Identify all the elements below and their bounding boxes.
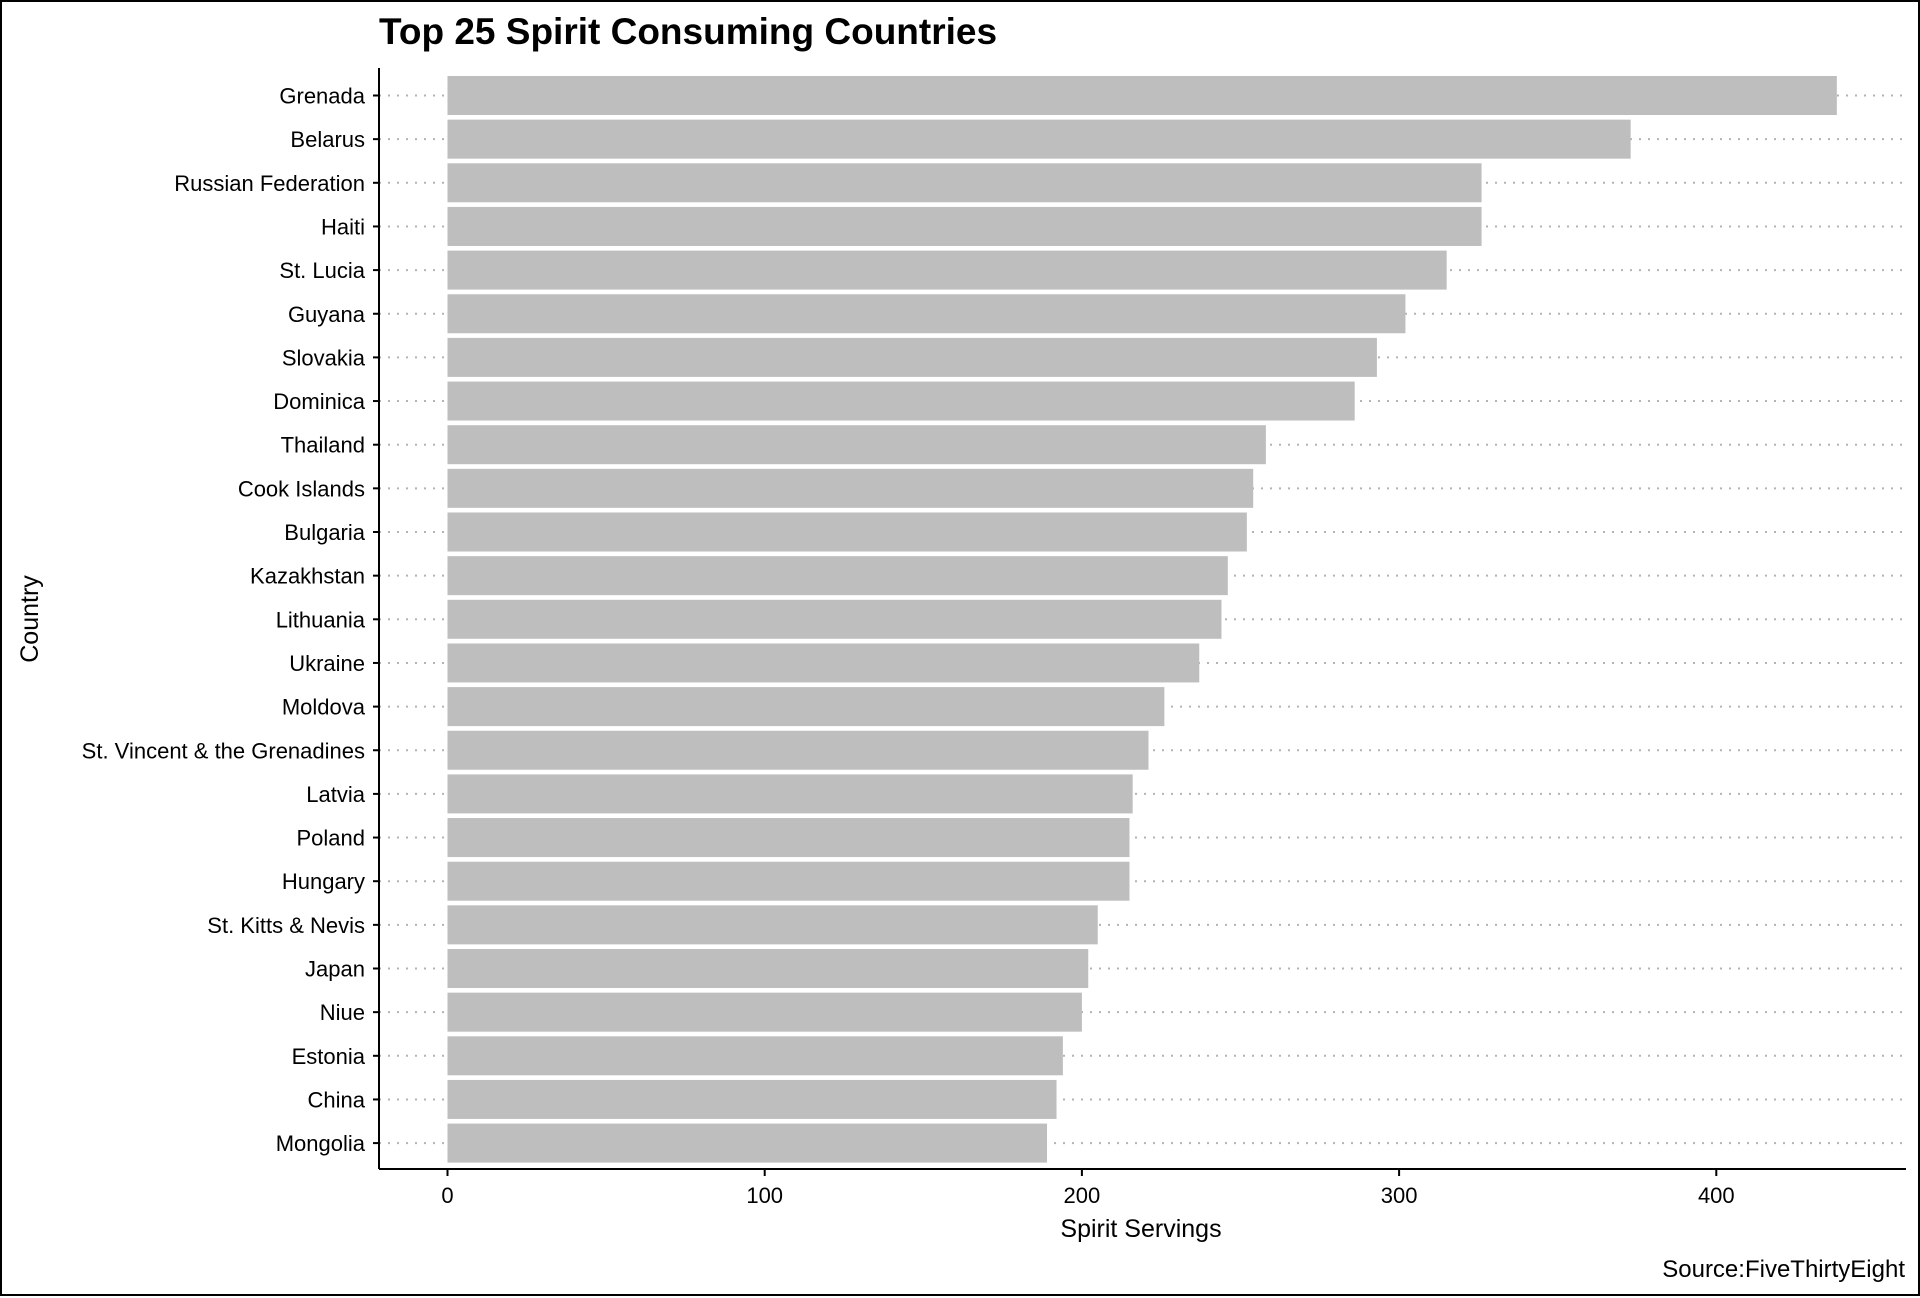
bar-estonia [447, 1036, 1063, 1076]
bar-lithuania [447, 599, 1222, 639]
y-tick-label: Poland [296, 826, 365, 851]
y-tick-label: China [308, 1087, 366, 1112]
y-tick-label: Hungary [282, 869, 365, 894]
y-tick-label: Niue [320, 1000, 365, 1025]
bar-russian-federation [447, 163, 1482, 203]
bar-cook-islands [447, 468, 1254, 508]
y-tick-label: Slovakia [282, 345, 366, 370]
x-axis-title: Spirit Servings [1060, 1215, 1221, 1243]
x-tick-label: 100 [746, 1183, 783, 1208]
bar-guyana [447, 294, 1406, 334]
y-tick-label: Dominica [273, 389, 365, 414]
bar-thailand [447, 425, 1266, 465]
bar-hungary [447, 861, 1130, 901]
bar-china [447, 1079, 1057, 1119]
y-tick-label: St. Vincent & the Grenadines [82, 738, 365, 763]
y-tick-label: Estonia [292, 1044, 366, 1069]
bar-st-lucia [447, 250, 1447, 290]
y-tick-label: Cook Islands [238, 476, 365, 501]
y-tick-label: St. Lucia [279, 258, 365, 283]
bar-kazakhstan [447, 556, 1228, 596]
y-tick-label: Latvia [306, 782, 365, 807]
bar-st-vincent-the-grenadines [447, 730, 1149, 770]
chart-title: Top 25 Spirit Consuming Countries [379, 11, 997, 52]
y-tick-label: Grenada [279, 84, 365, 109]
y-tick-label: Moldova [282, 695, 366, 720]
axis-layer [373, 68, 1906, 1176]
bar-niue [447, 992, 1082, 1032]
x-tick-label: 400 [1698, 1183, 1735, 1208]
bar-mongolia [447, 1123, 1048, 1163]
bar-bulgaria [447, 512, 1247, 552]
x-tick-label: 200 [1064, 1183, 1101, 1208]
label-layer: Grenada Belarus Russian Federation Haiti St.… [82, 84, 1735, 1209]
y-tick-label: St. Kitts & Nevis [207, 913, 365, 938]
y-tick-label: Japan [305, 957, 365, 982]
y-tick-label: Haiti [321, 214, 365, 239]
y-tick-label: Russian Federation [174, 171, 365, 196]
x-tick-label: 300 [1381, 1183, 1418, 1208]
y-tick-label: Ukraine [289, 651, 365, 676]
bar-latvia [447, 774, 1133, 814]
bar-grenada [447, 76, 1837, 115]
bar-layer [447, 76, 1837, 1163]
bar-moldova [447, 687, 1165, 727]
bar-ukraine [447, 643, 1200, 683]
bar-slovakia [447, 337, 1377, 377]
source-caption: Source:FiveThirtyEight [1662, 1256, 1905, 1283]
bar-haiti [447, 206, 1482, 246]
bar-poland [447, 818, 1130, 858]
x-tick-label: 0 [441, 1183, 453, 1208]
y-tick-label: Belarus [290, 127, 365, 152]
bar-dominica [447, 381, 1355, 421]
y-tick-label: Thailand [281, 433, 365, 458]
y-tick-label: Mongolia [276, 1131, 366, 1156]
bar-st-kitts-nevis [447, 905, 1098, 945]
y-axis-title: Country [16, 575, 44, 663]
y-tick-label: Lithuania [276, 607, 366, 632]
bar-japan [447, 949, 1089, 988]
y-tick-label: Kazakhstan [250, 564, 365, 589]
bar-belarus [447, 119, 1631, 159]
y-tick-label: Guyana [288, 302, 366, 327]
y-tick-label: Bulgaria [284, 520, 365, 545]
